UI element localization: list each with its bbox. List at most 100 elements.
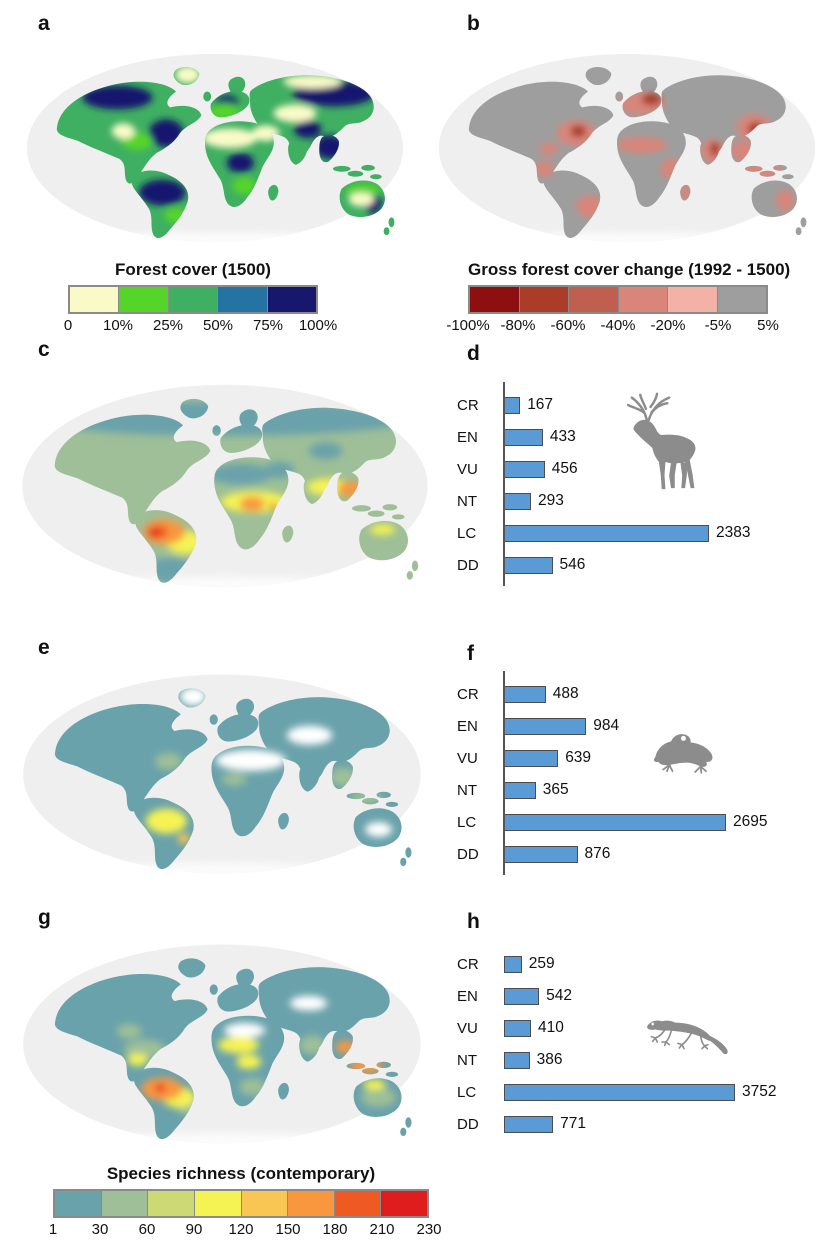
bar-row: EN 433	[457, 421, 797, 453]
bar-value-label: 771	[560, 1115, 586, 1132]
colorbar-tick-label: -20%	[650, 317, 686, 334]
colorbar	[468, 285, 768, 314]
colorbar-tick-label: 150	[275, 1221, 301, 1238]
colorbar-cell	[569, 287, 619, 312]
bar-category-label: EN	[457, 428, 478, 446]
legend-title: Forest cover (1500)	[115, 260, 271, 279]
bar-row: DD 771	[457, 1108, 797, 1140]
bar-zone: 488	[504, 685, 579, 703]
bar	[504, 1019, 531, 1037]
colorbar-cell	[618, 287, 668, 312]
legend-title: Gross forest cover change (1992 - 1500)	[468, 260, 791, 279]
legend-species-richness: Species richness (contemporary) 1 30 60 90 1…	[49, 1164, 442, 1239]
map-forest-change	[432, 42, 822, 255]
bar-value-label: 488	[552, 685, 579, 702]
bar-value-label: 386	[536, 1051, 563, 1068]
colorbar-cell	[218, 287, 268, 312]
bar-value-label: 456	[551, 460, 578, 477]
panel-label-h: h	[467, 910, 480, 933]
colorbar-tick-label: 5%	[757, 317, 779, 334]
colorbar-tick-label: 1	[48, 1221, 58, 1238]
colorbar-cell	[194, 1191, 242, 1216]
world-map	[23, 944, 421, 1144]
barchart-mammals: CR 167 EN 433 VU 456 NT	[457, 382, 797, 586]
bar	[504, 813, 726, 831]
bar-value-label: 365	[542, 781, 569, 798]
bar-zone: 410	[504, 1019, 564, 1037]
map-reptile-richness	[16, 932, 428, 1157]
bar	[504, 717, 587, 735]
bar-zone: 293	[504, 492, 564, 510]
colorbar-tick-label: 100%	[298, 317, 338, 334]
colorbar-cell	[381, 1191, 427, 1216]
colorbar-cell	[168, 287, 219, 312]
bar-category-label: DD	[457, 845, 479, 863]
bar	[504, 460, 545, 478]
bar-value-label: 433	[549, 428, 576, 445]
colorbar-tick-label: 210	[369, 1221, 395, 1238]
bar-row: LC 2383	[457, 517, 797, 549]
colorbar-tick-label: 10%	[102, 317, 134, 334]
bar-zone: 876	[504, 845, 610, 863]
bar-row: VU 456	[457, 453, 797, 485]
bar-value-label: 3752	[742, 1083, 777, 1100]
bar-zone: 542	[504, 987, 572, 1005]
bar-row: VU 410	[457, 1012, 797, 1044]
bar	[504, 987, 540, 1005]
bar-category-label: NT	[457, 1051, 477, 1069]
world-map	[23, 674, 421, 874]
panel-label-b: b	[467, 12, 480, 35]
bar-zone: 456	[504, 460, 578, 478]
barchart-amphibians: CR 488 EN 984 VU 639 NT	[457, 671, 797, 875]
world-map	[26, 53, 404, 243]
bar-zone: 639	[504, 749, 591, 767]
bar-value-label: 639	[565, 749, 592, 766]
colorbar-cell	[334, 1191, 382, 1216]
bar-row: NT 386	[457, 1044, 797, 1076]
colorbar-cell	[470, 287, 520, 312]
legend-title: Species richness (contemporary)	[106, 1164, 376, 1183]
colorbar-tick-label: 25%	[152, 317, 184, 334]
colorbar-ticks: 0 10% 25% 50% 75% 100%	[64, 317, 337, 335]
map-forest-cover	[20, 42, 410, 255]
bar-category-label: CR	[457, 396, 479, 414]
bar-row: DD 876	[457, 838, 797, 870]
bar-zone: 3752	[504, 1083, 776, 1101]
bar-category-label: CR	[457, 955, 479, 973]
deer-icon	[612, 392, 717, 504]
bar-value-label: 410	[538, 1019, 564, 1036]
bar-category-label: NT	[457, 492, 477, 510]
bar-zone: 259	[504, 955, 555, 973]
bar-value-label: 542	[546, 987, 572, 1004]
colorbar-cell	[717, 287, 766, 312]
bar-zone: 386	[504, 1051, 562, 1069]
bar-category-label: VU	[457, 749, 478, 767]
colorbar-tick-label: -80%	[500, 317, 536, 334]
bar-value-label: 293	[538, 492, 564, 509]
bar	[504, 685, 546, 703]
bar-value-label: 546	[559, 556, 586, 573]
colorbar-cell	[241, 1191, 289, 1216]
colorbar	[53, 1189, 429, 1218]
bar	[504, 396, 521, 414]
legend-forest-cover: Forest cover (1500) 0 10% 25% 50% 75% 100%	[64, 260, 337, 335]
bar-category-label: EN	[457, 717, 478, 735]
bar-zone: 984	[504, 717, 619, 735]
panel-label-a: a	[38, 12, 50, 35]
bar	[504, 428, 543, 446]
bar-category-label: EN	[457, 987, 478, 1005]
colorbar-cell	[148, 1191, 195, 1216]
colorbar-cell	[288, 1191, 335, 1216]
bar-row: LC 3752	[457, 1076, 797, 1108]
frog-icon	[646, 718, 724, 776]
bar-category-label: LC	[457, 813, 477, 831]
bar-category-label: CR	[457, 685, 479, 703]
colorbar-tick-label: -5%	[704, 317, 732, 334]
bar-row: CR 167	[457, 389, 797, 421]
colorbar-tick-label: -60%	[550, 317, 586, 334]
panel-label-g: g	[38, 906, 51, 929]
bar-value-label: 876	[584, 845, 611, 862]
colorbar-tick-label: 230	[416, 1221, 442, 1238]
panel-label-d: d	[467, 342, 480, 365]
